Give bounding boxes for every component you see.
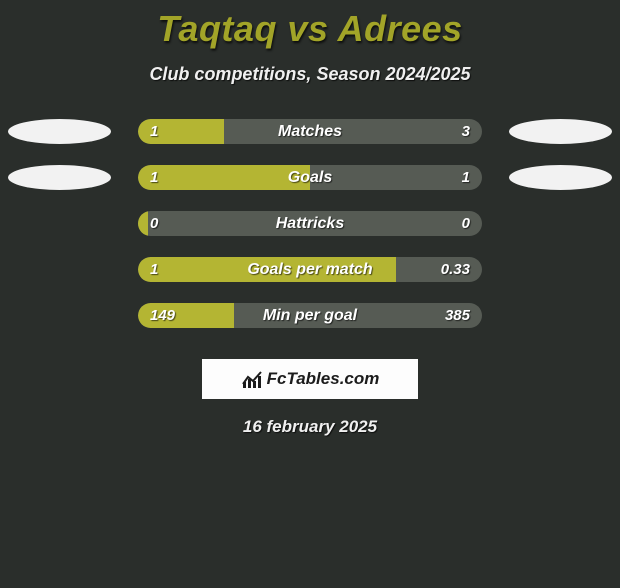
stat-bar: 11Goals bbox=[138, 165, 482, 190]
stat-bar: 00Hattricks bbox=[138, 211, 482, 236]
player-badge-right bbox=[509, 119, 612, 144]
stat-bar: 149385Min per goal bbox=[138, 303, 482, 328]
stat-row: 10.33Goals per match bbox=[0, 257, 620, 282]
footer-date: 16 february 2025 bbox=[0, 417, 620, 437]
stat-bar: 10.33Goals per match bbox=[138, 257, 482, 282]
brand-box[interactable]: FcTables.com bbox=[202, 359, 418, 399]
stat-label: Hattricks bbox=[138, 211, 482, 236]
player-badge-right bbox=[509, 165, 612, 190]
player-badge-left bbox=[8, 165, 111, 190]
stat-row: 00Hattricks bbox=[0, 211, 620, 236]
stat-row: 13Matches bbox=[0, 119, 620, 144]
stat-label: Min per goal bbox=[138, 303, 482, 328]
stat-row: 11Goals bbox=[0, 165, 620, 190]
chart-icon bbox=[241, 370, 263, 388]
stat-label: Goals per match bbox=[138, 257, 482, 282]
stat-label: Matches bbox=[138, 119, 482, 144]
stats-panel: 13Matches 11Goals 00Hattricks 10.33Goals pe… bbox=[0, 119, 620, 349]
page-title: Taqtaq vs Adrees bbox=[0, 8, 620, 50]
stat-label: Goals bbox=[138, 165, 482, 190]
subtitle: Club competitions, Season 2024/2025 bbox=[0, 64, 620, 85]
player-badge-left bbox=[8, 119, 111, 144]
brand-text: FcTables.com bbox=[267, 369, 380, 389]
stat-row: 149385Min per goal bbox=[0, 303, 620, 328]
stat-bar: 13Matches bbox=[138, 119, 482, 144]
